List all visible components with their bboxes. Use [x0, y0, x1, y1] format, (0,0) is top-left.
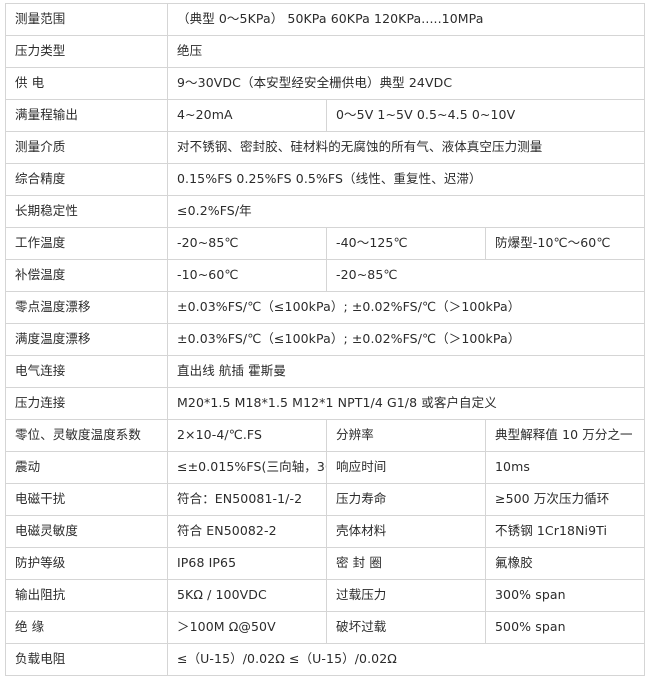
row-value-cell: 5KΩ / 100VDC — [167, 579, 327, 612]
table-row: 压力连接 M20*1.5 M18*1.5 M12*1 NPT1/4 G1/8 或客… — [5, 387, 645, 420]
row-label: 满度温度漂移 — [5, 323, 168, 356]
row-value-cell: ±0.03%FS/℃（≤100kPa）; ±0.02%FS/℃（＞100kPa） — [167, 291, 645, 324]
row-label: 负载电阻 — [5, 643, 168, 676]
row-label: 电磁灵敏度 — [5, 515, 168, 548]
row-label: 测量介质 — [5, 131, 168, 164]
row-value-cell: ≤0.2%FS/年 — [167, 195, 645, 228]
row-value-cell: IP68 IP65 — [167, 547, 327, 580]
specification-table-body: 测量范围 （典型 0～5KPa） 50KPa 60KPa 120KPa.....1… — [5, 3, 645, 676]
row-value-cell: 对不锈钢、密封胶、硅材料的无腐蚀的所有气、液体真空压力测量 — [167, 131, 645, 164]
table-row: 测量范围 （典型 0～5KPa） 50KPa 60KPa 120KPa.....1… — [5, 3, 645, 36]
row-label: 零位、灵敏度温度系数 — [5, 419, 168, 452]
table-row: 综合精度 0.15%FS 0.25%FS 0.5%FS（线性、重复性、迟滞） — [5, 163, 645, 196]
row-value-cell: 10ms — [485, 451, 645, 484]
row-value-cell: 2×10-4/℃.FS — [167, 419, 327, 452]
row-label: 电气连接 — [5, 355, 168, 388]
row-value-cell: ≤±0.015%FS(三向轴，300Hz/g) — [167, 451, 327, 484]
row-value-cell: ≤（U-15）/0.02Ω ≤（U-15）/0.02Ω — [167, 643, 645, 676]
row-label: 压力连接 — [5, 387, 168, 420]
table-row: 测量介质 对不锈钢、密封胶、硅材料的无腐蚀的所有气、液体真空压力测量 — [5, 131, 645, 164]
row-value-cell: 破坏过载 — [326, 611, 486, 644]
row-value-cell: 符合：EN50081-1/-2 — [167, 483, 327, 516]
row-value-cell: 压力寿命 — [326, 483, 486, 516]
row-value-cell: 防爆型-10℃～60℃ — [485, 227, 645, 260]
table-row: 负载电阻 ≤（U-15）/0.02Ω ≤（U-15）/0.02Ω — [5, 643, 645, 676]
row-value-cell: 氟橡胶 — [485, 547, 645, 580]
table-row: 补偿温度 -10~60℃ -20~85℃ — [5, 259, 645, 292]
table-row: 零位、灵敏度温度系数 2×10-4/℃.FS 分辨率 典型解释值 10 万分之一 — [5, 419, 645, 452]
table-row: 电磁干扰 符合：EN50081-1/-2 压力寿命 ≥500 万次压力循环 — [5, 483, 645, 516]
table-row: 压力类型 绝压 — [5, 35, 645, 68]
row-value-cell: ≥500 万次压力循环 — [485, 483, 645, 516]
row-value-cell: 500% span — [485, 611, 645, 644]
row-value-cell: 绝压 — [167, 35, 645, 68]
row-label: 零点温度漂移 — [5, 291, 168, 324]
row-value-cell: 不锈钢 1Cr18Ni9Ti — [485, 515, 645, 548]
row-value-cell: 4~20mA — [167, 99, 327, 132]
row-value-cell: 过载压力 — [326, 579, 486, 612]
table-row: 满度温度漂移 ±0.03%FS/℃（≤100kPa）; ±0.02%FS/℃（＞1… — [5, 323, 645, 356]
row-label: 震动 — [5, 451, 168, 484]
row-value-cell: -10~60℃ — [167, 259, 327, 292]
table-row: 工作温度 -20~85℃ -40～125℃ 防爆型-10℃～60℃ — [5, 227, 645, 260]
table-row: 长期稳定性 ≤0.2%FS/年 — [5, 195, 645, 228]
row-value-cell: ±0.03%FS/℃（≤100kPa）; ±0.02%FS/℃（＞100kPa） — [167, 323, 645, 356]
row-value-cell: 响应时间 — [326, 451, 486, 484]
row-label: 绝 缘 — [5, 611, 168, 644]
table-row: 供 电 9～30VDC（本安型经安全栅供电）典型 24VDC — [5, 67, 645, 100]
row-label: 输出阻抗 — [5, 579, 168, 612]
table-row: 电磁灵敏度 符合 EN50082-2 壳体材料 不锈钢 1Cr18Ni9Ti — [5, 515, 645, 548]
table-row: 输出阻抗 5KΩ / 100VDC 过载压力 300% span — [5, 579, 645, 612]
row-value-cell: 300% span — [485, 579, 645, 612]
row-label: 满量程输出 — [5, 99, 168, 132]
row-value-cell: 直出线 航插 霍斯曼 — [167, 355, 645, 388]
row-value-cell: （典型 0～5KPa） 50KPa 60KPa 120KPa.....10MPa — [167, 3, 645, 36]
row-value-cell: M20*1.5 M18*1.5 M12*1 NPT1/4 G1/8 或客户自定义 — [167, 387, 645, 420]
row-label: 综合精度 — [5, 163, 168, 196]
table-row: 绝 缘＞100M Ω@50V 破坏过载 500% span — [5, 611, 645, 644]
row-value-cell: 密 封 圈 — [326, 547, 486, 580]
row-label: 供 电 — [5, 67, 168, 100]
row-label: 防护等级 — [5, 547, 168, 580]
row-value-cell: -20~85℃ — [167, 227, 327, 260]
table-row: 防护等级 IP68 IP65 密 封 圈氟橡胶 — [5, 547, 645, 580]
row-value-cell: 典型解释值 10 万分之一 — [485, 419, 645, 452]
specification-table: 测量范围 （典型 0～5KPa） 50KPa 60KPa 120KPa.....1… — [5, 3, 645, 676]
row-value-cell: -40～125℃ — [326, 227, 486, 260]
row-label: 测量范围 — [5, 3, 168, 36]
row-value-cell: 9～30VDC（本安型经安全栅供电）典型 24VDC — [167, 67, 645, 100]
row-label: 工作温度 — [5, 227, 168, 260]
row-label: 长期稳定性 — [5, 195, 168, 228]
row-value-cell: -20~85℃ — [326, 259, 645, 292]
table-row: 电气连接 直出线 航插 霍斯曼 — [5, 355, 645, 388]
row-value-cell: 0～5V 1~5V 0.5~4.5 0~10V — [326, 99, 645, 132]
row-value-cell: 分辨率 — [326, 419, 486, 452]
row-value-cell: 符合 EN50082-2 — [167, 515, 327, 548]
row-value-cell: 壳体材料 — [326, 515, 486, 548]
row-value-cell: 0.15%FS 0.25%FS 0.5%FS（线性、重复性、迟滞） — [167, 163, 645, 196]
row-value-cell: ＞100M Ω@50V — [167, 611, 327, 644]
row-label: 电磁干扰 — [5, 483, 168, 516]
row-label: 补偿温度 — [5, 259, 168, 292]
row-label: 压力类型 — [5, 35, 168, 68]
table-row: 零点温度漂移 ±0.03%FS/℃（≤100kPa）; ±0.02%FS/℃（＞1… — [5, 291, 645, 324]
table-row: 满量程输出 4~20mA 0～5V 1~5V 0.5~4.5 0~10V — [5, 99, 645, 132]
